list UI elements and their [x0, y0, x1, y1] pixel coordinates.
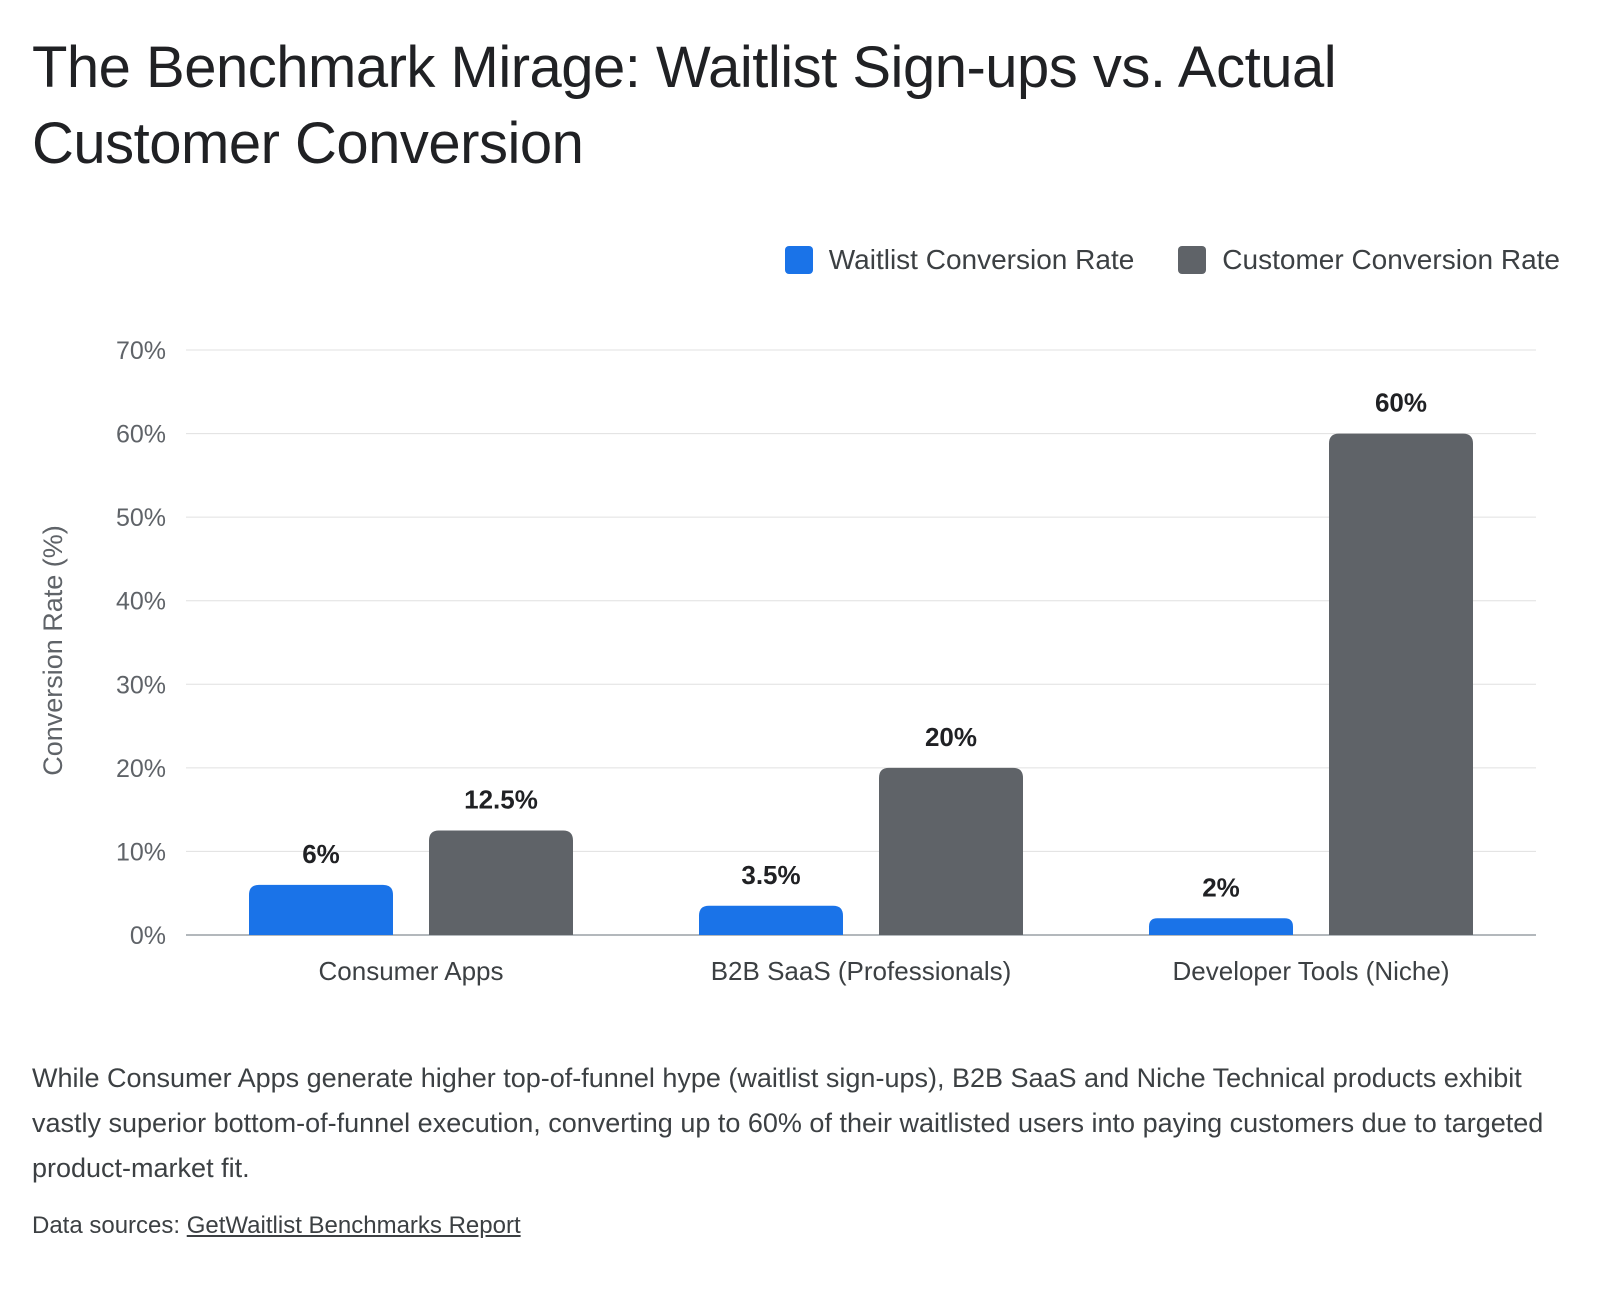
data-source-link[interactable]: GetWaitlist Benchmarks Report — [186, 1212, 521, 1239]
data-label-customer: 20% — [925, 722, 977, 752]
y-tick-label: 40% — [116, 588, 166, 616]
bar-waitlist — [249, 884, 393, 935]
y-tick-label: 0% — [130, 922, 166, 950]
y-tick-label: 70% — [116, 337, 166, 365]
bar-waitlist — [699, 905, 843, 935]
bar-customer — [1329, 433, 1473, 935]
data-label-waitlist: 2% — [1202, 872, 1240, 902]
data-label-waitlist: 3.5% — [741, 860, 800, 890]
x-tick-label: Developer Tools (Niche) — [1173, 956, 1450, 986]
data-label-customer: 12.5% — [464, 785, 538, 815]
bar-customer — [879, 767, 1023, 935]
data-label-customer: 60% — [1375, 388, 1427, 418]
x-tick-label: Consumer Apps — [319, 956, 504, 986]
data-source: Data sources: GetWaitlist Benchmarks Rep… — [32, 1212, 521, 1240]
legend-swatch-waitlist — [784, 246, 813, 274]
legend-item-waitlist: Waitlist Conversion Rate — [784, 244, 1135, 276]
bar-waitlist — [1149, 918, 1293, 935]
y-tick-label: 20% — [116, 755, 166, 783]
bar-customer — [429, 830, 573, 935]
bar-chart: 0% 10% 20% 30% 40% 50% 60% 70% Conversion Rate (… — [38, 337, 1536, 986]
data-source-prefix: Data sources: — [32, 1212, 187, 1239]
legend-label-waitlist: Waitlist Conversion Rate — [828, 244, 1135, 275]
y-axis-title: Conversion Rate (%) — [38, 525, 68, 776]
chart-title: The Benchmark Mirage: Waitlist Sign-ups … — [32, 35, 1337, 176]
chart-legend: Waitlist Conversion Rate Customer Conver… — [784, 244, 1560, 276]
legend-item-customer: Customer Conversion Rate — [1178, 244, 1560, 276]
chart-caption: While Consumer Apps generate higher top-… — [32, 1063, 1544, 1183]
legend-label-customer: Customer Conversion Rate — [1222, 244, 1560, 275]
y-tick-label: 60% — [116, 421, 166, 449]
data-label-waitlist: 6% — [302, 839, 340, 869]
y-tick-label: 50% — [116, 504, 166, 532]
y-tick-label: 10% — [116, 838, 166, 866]
y-tick-label: 30% — [116, 671, 166, 699]
legend-swatch-customer — [1178, 246, 1207, 274]
x-tick-label: B2B SaaS (Professionals) — [711, 956, 1012, 986]
